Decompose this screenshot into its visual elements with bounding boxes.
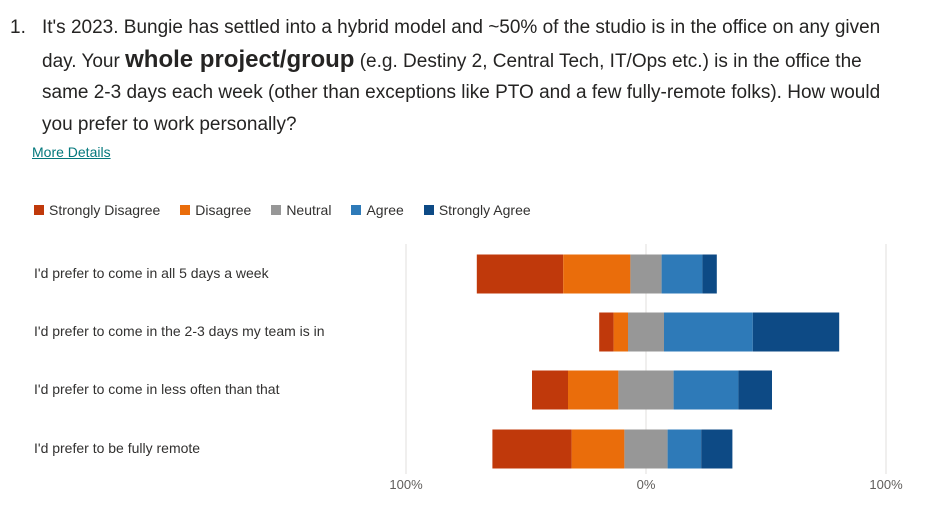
bar-segment-strongly-disagree[interactable] [492, 429, 572, 469]
more-details-link[interactable]: More Details [32, 144, 111, 160]
legend-swatch [34, 205, 44, 215]
x-tick-label: 100% [869, 477, 903, 492]
bar-segment-strongly-disagree[interactable] [599, 312, 614, 352]
bar-segment-neutral[interactable] [630, 254, 662, 294]
legend-swatch [180, 205, 191, 215]
row-label: I'd prefer to come in less often than th… [34, 381, 280, 397]
bar-segment-disagree[interactable] [613, 312, 628, 352]
bar-segment-neutral[interactable] [618, 370, 674, 410]
x-tick-label: 100% [389, 477, 423, 492]
bar-segment-neutral[interactable] [628, 312, 664, 352]
legend-label: Neutral [286, 202, 332, 218]
x-tick-label: 0% [637, 477, 656, 492]
question: 1. It's 2023. Bungie has settled into a … [6, 12, 911, 140]
bar-segment-strongly-agree[interactable] [752, 312, 840, 352]
legend-item-neutral[interactable]: Neutral [271, 202, 331, 218]
question-text-start: It's 2023. Bungie has settled into a hyb… [42, 17, 881, 72]
bar-segment-strongly-agree[interactable] [702, 254, 717, 294]
legend-label: Disagree [195, 202, 252, 218]
row-label: I'd prefer to be fully remote [34, 440, 201, 456]
legend-item-strongly-agree[interactable]: Strongly Agree [423, 202, 531, 218]
legend-swatch [271, 205, 282, 215]
question-text-bold: whole project/group [125, 45, 355, 73]
bar-segment-strongly-agree[interactable] [701, 429, 733, 469]
legend-swatch [351, 205, 362, 215]
bar-segment-agree[interactable] [661, 254, 703, 294]
question-text: It's 2023. Bungie has settled into a hyb… [42, 12, 911, 140]
bar-segment-disagree[interactable] [563, 254, 631, 294]
row-label: I'd prefer to come in the 2-3 days my te… [34, 323, 325, 339]
legend-label: Strongly Agree [438, 202, 531, 218]
question-number: 1. [10, 17, 26, 38]
bar-segment-agree[interactable] [664, 312, 753, 352]
bar-segment-strongly-disagree[interactable] [476, 254, 564, 294]
legend-item-strongly-disagree[interactable]: Strongly Disagree [34, 202, 160, 218]
chart-legend: Strongly Disagree Disagree Neutral Agree Str… [34, 202, 531, 218]
legend-item-agree[interactable]: Agree [351, 202, 404, 218]
bar-segment-strongly-agree[interactable] [738, 370, 772, 410]
bar-segment-disagree[interactable] [571, 429, 625, 469]
bar-segment-strongly-disagree[interactable] [532, 370, 568, 410]
legend-swatch [423, 205, 434, 215]
legend-item-disagree[interactable]: Disagree [180, 202, 251, 218]
bar-segment-agree[interactable] [667, 429, 702, 469]
bar-segment-disagree[interactable] [568, 370, 619, 410]
row-label: I'd prefer to come in all 5 days a week [34, 265, 269, 281]
legend-label: Agree [366, 202, 404, 218]
bar-segment-agree[interactable] [673, 370, 739, 410]
bar-segment-neutral[interactable] [624, 429, 668, 469]
question-text-end: (e.g. Destiny 2, Central Tech, IT/Ops et… [42, 50, 881, 135]
legend-label: Strongly Disagree [49, 202, 161, 218]
